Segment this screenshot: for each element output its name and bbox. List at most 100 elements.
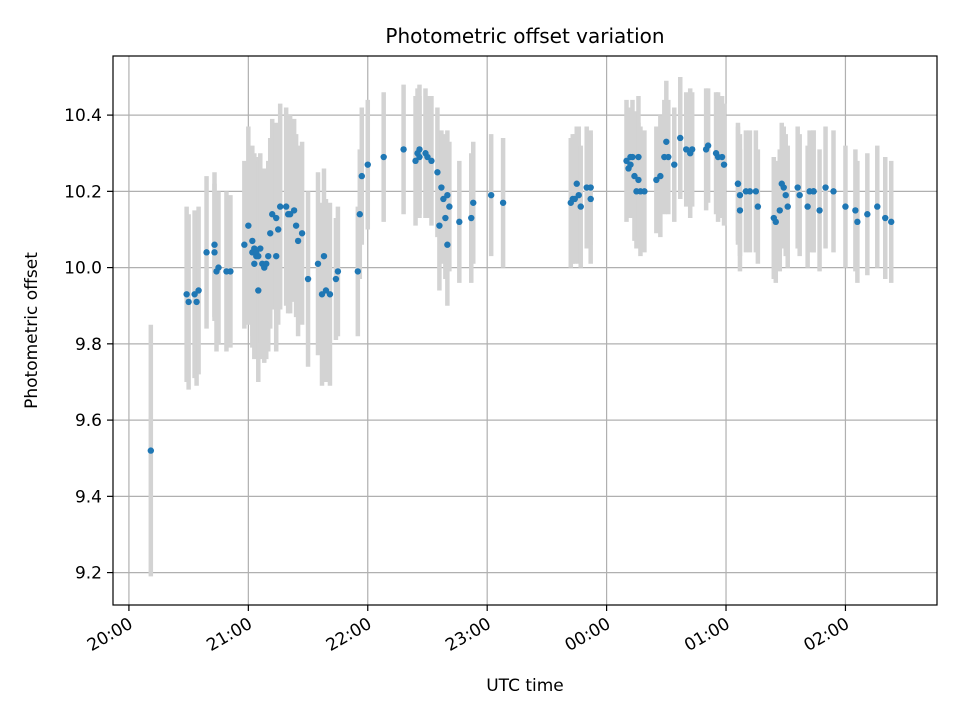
- data-point: [364, 161, 371, 168]
- data-point: [257, 245, 264, 252]
- data-point: [804, 203, 811, 210]
- data-point: [326, 291, 334, 298]
- data-point: [380, 153, 387, 161]
- data-points: [147, 134, 895, 454]
- data-point: [183, 291, 190, 298]
- data-point: [816, 207, 823, 214]
- data-point: [286, 211, 294, 218]
- data-point: [434, 169, 441, 176]
- data-point: [623, 157, 630, 165]
- data-point: [641, 188, 648, 195]
- data-point: [442, 214, 449, 222]
- data-point: [575, 191, 582, 199]
- data-point: [276, 203, 284, 210]
- data-point: [322, 287, 330, 294]
- y-tick-label: 10.4: [64, 106, 102, 126]
- data-point: [736, 191, 744, 199]
- x-axis-ticks: 20:00 21:00 22:00 23:00 00:00 01:00 02:00: [84, 605, 853, 656]
- data-point: [842, 203, 849, 210]
- data-point: [273, 252, 280, 260]
- data-point: [587, 184, 594, 191]
- data-point: [852, 207, 859, 214]
- data-point: [822, 184, 829, 191]
- data-point: [629, 153, 636, 161]
- x-tick-label: 21:00: [203, 614, 255, 656]
- data-point: [416, 153, 423, 161]
- error-bars: [148, 76, 894, 577]
- data-point: [273, 214, 280, 222]
- y-axis-ticks: 9.2 9.4 9.6 9.8 10.0 10.2 10.4: [64, 106, 113, 584]
- data-point: [185, 298, 192, 306]
- data-point: [334, 268, 342, 275]
- data-point: [304, 275, 312, 283]
- data-point: [444, 241, 451, 248]
- data-point: [358, 172, 365, 180]
- data-point: [191, 291, 198, 298]
- data-point: [888, 218, 895, 226]
- data-point: [635, 176, 642, 184]
- data-point: [487, 191, 495, 199]
- data-point: [440, 195, 447, 203]
- data-point: [776, 207, 783, 214]
- data-point: [438, 184, 445, 191]
- data-point: [274, 226, 282, 233]
- data-point: [772, 218, 779, 226]
- data-point: [671, 161, 678, 168]
- data-point: [468, 214, 475, 222]
- data-point: [444, 191, 451, 199]
- data-point: [263, 260, 270, 267]
- data-point: [734, 180, 742, 187]
- x-tick-label: 02:00: [801, 614, 853, 656]
- data-point: [830, 188, 837, 195]
- data-point: [718, 153, 726, 161]
- x-tick-label: 20:00: [84, 614, 136, 656]
- data-point: [356, 211, 364, 218]
- data-point: [635, 153, 642, 161]
- data-point: [400, 146, 407, 153]
- data-point: [314, 260, 322, 267]
- data-point: [720, 161, 728, 168]
- data-point: [470, 199, 477, 206]
- y-tick-label: 9.8: [75, 335, 102, 355]
- data-point: [320, 252, 328, 260]
- data-point: [436, 222, 443, 229]
- data-point: [587, 195, 594, 203]
- y-axis-label: Photometric offset: [22, 252, 42, 409]
- y-tick-label: 10.0: [64, 259, 102, 279]
- y-tick-label: 9.2: [75, 564, 102, 584]
- data-point: [332, 275, 340, 283]
- data-point: [752, 188, 760, 195]
- data-point: [282, 203, 290, 210]
- data-point: [241, 241, 248, 248]
- y-tick-label: 9.4: [75, 487, 102, 507]
- data-point: [784, 203, 791, 210]
- data-point: [627, 161, 634, 168]
- data-point: [255, 252, 262, 260]
- data-point: [193, 298, 200, 306]
- data-point: [251, 260, 258, 267]
- data-point: [704, 142, 712, 149]
- data-point: [874, 203, 881, 210]
- data-point: [290, 207, 298, 214]
- data-point: [677, 134, 684, 142]
- data-point: [657, 172, 664, 180]
- data-point: [796, 191, 803, 199]
- data-point: [147, 447, 155, 454]
- data-point: [688, 146, 696, 153]
- data-point: [249, 237, 256, 245]
- data-point: [794, 184, 801, 191]
- data-point: [203, 249, 210, 256]
- x-axis-label: UTC time: [486, 676, 564, 696]
- data-point: [292, 222, 300, 229]
- y-tick-label: 10.2: [64, 182, 102, 202]
- data-point: [446, 203, 453, 210]
- x-tick-label: 00:00: [562, 614, 614, 656]
- data-point: [195, 287, 202, 294]
- data-point: [665, 153, 672, 161]
- data-point: [571, 195, 578, 203]
- data-point: [354, 268, 362, 275]
- data-point: [782, 191, 789, 199]
- x-tick-label: 01:00: [681, 614, 733, 656]
- data-point: [663, 138, 670, 145]
